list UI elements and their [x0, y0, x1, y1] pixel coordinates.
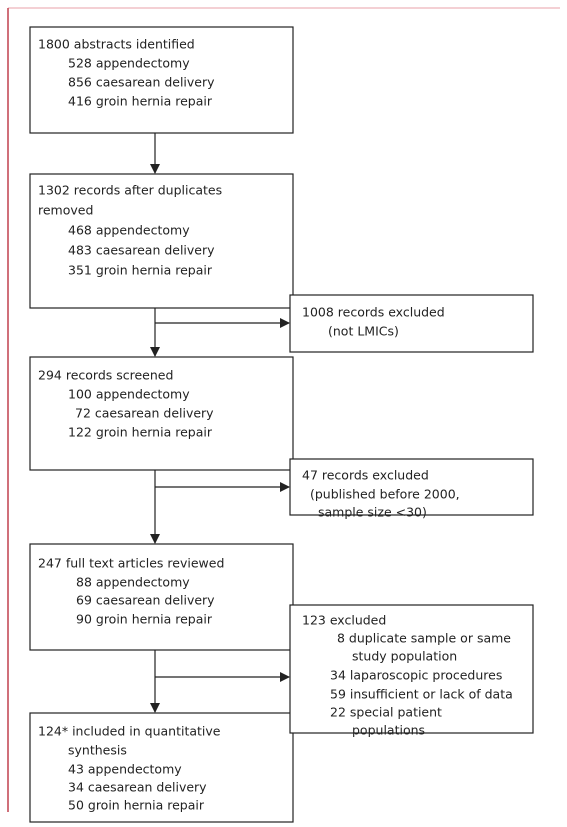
box-text: 1302 records after duplicates — [38, 183, 222, 198]
box-text: 90 groin hernia repair — [76, 612, 213, 627]
excluded-text: sample size <30) — [318, 505, 427, 520]
box-text: 124* included in quantitative — [38, 724, 221, 739]
box-text: 351 groin hernia repair — [68, 263, 213, 278]
box-text: 483 caesarean delivery — [68, 243, 215, 258]
box-text: 69 caesarean delivery — [76, 593, 215, 608]
box-text: 247 full text articles reviewed — [38, 556, 224, 571]
box-text: 294 records screened — [38, 368, 173, 383]
excluded-text: 59 insufficient or lack of data — [330, 687, 513, 702]
box-text: 100 appendectomy — [68, 387, 190, 402]
box-text: 468 appendectomy — [68, 223, 190, 238]
box-text: removed — [38, 203, 93, 218]
excluded-text: 8 duplicate sample or same — [337, 631, 511, 646]
excluded-text: 34 laparoscopic procedures — [330, 668, 502, 683]
box-text: 856 caesarean delivery — [68, 75, 215, 90]
excluded-box — [289, 294, 534, 353]
excluded-box — [289, 604, 534, 734]
box-text: 122 groin hernia repair — [68, 425, 213, 440]
excluded-text: populations — [352, 723, 425, 738]
box — [29, 173, 294, 309]
box-text: 88 appendectomy — [76, 575, 190, 590]
excluded-text: study population — [352, 649, 457, 664]
box-text: 50 groin hernia repair — [68, 798, 205, 813]
box-text: 416 groin hernia repair — [68, 94, 213, 109]
excluded-text: (not LMICs) — [328, 324, 399, 339]
excluded-text: (published before 2000, — [310, 487, 460, 502]
box — [29, 543, 294, 651]
box — [29, 356, 294, 471]
excluded-text: 123 excluded — [302, 613, 386, 628]
box-text: synthesis — [68, 743, 127, 758]
box-text: 34 caesarean delivery — [68, 780, 207, 795]
excluded-box — [289, 458, 534, 516]
excluded-text: 47 records excluded — [302, 468, 429, 483]
excluded-text: 1008 records excluded — [302, 305, 445, 320]
box — [29, 712, 294, 823]
box — [29, 26, 294, 134]
box-text: 1800 abstracts identified — [38, 37, 195, 52]
box-text: 43 appendectomy — [68, 762, 182, 777]
box-text: 528 appendectomy — [68, 56, 190, 71]
excluded-text: 22 special patient — [330, 705, 442, 720]
box-text: 72 caesarean delivery — [75, 406, 214, 421]
